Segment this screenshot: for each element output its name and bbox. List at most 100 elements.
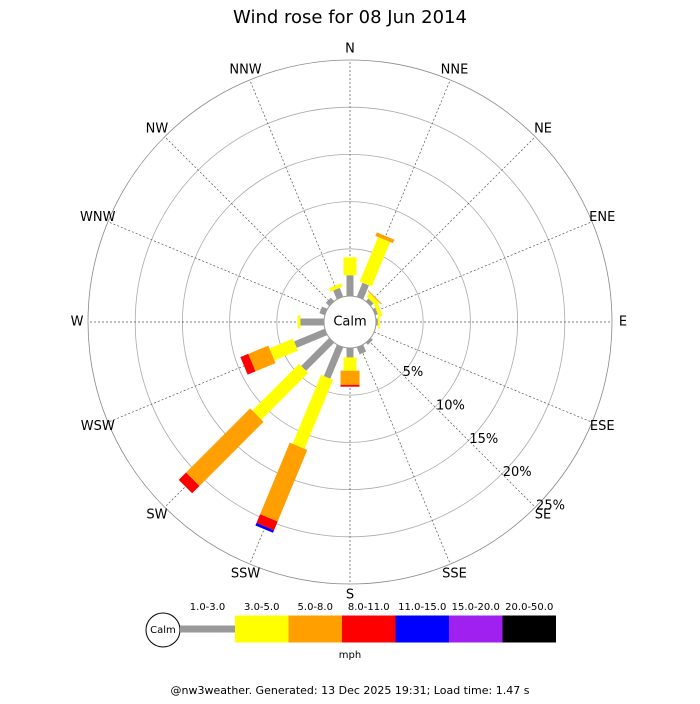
direction-label: ESE — [590, 419, 615, 434]
bar-segment — [346, 275, 354, 296]
direction-spoke — [368, 136, 536, 304]
direction-bars — [328, 283, 344, 300]
direction-label: SE — [535, 508, 551, 523]
legend-swatch — [288, 615, 342, 643]
direction-label: ENE — [589, 210, 615, 225]
direction-bars — [297, 315, 324, 329]
direction-bars — [365, 290, 382, 307]
legend-label: 20.0-50.0 — [505, 602, 553, 613]
bar-segment — [340, 370, 360, 385]
bar-segment — [256, 514, 278, 531]
legend-label: 15.0-20.0 — [452, 602, 500, 613]
direction-spoke — [373, 221, 593, 313]
bar-segment — [323, 344, 344, 379]
bar-segment — [365, 298, 374, 307]
legend-label: 11.0-15.0 — [398, 602, 446, 613]
bar-segment — [365, 337, 373, 345]
legend-swatch — [180, 625, 235, 633]
legend-swatch — [449, 615, 503, 643]
bar-segment — [374, 303, 383, 317]
direction-label: SSW — [231, 567, 261, 582]
grid-ring — [87, 59, 613, 585]
bar-segment — [356, 344, 367, 355]
caption: @nw3weather. Generated: 13 Dec 2025 19:3… — [171, 684, 530, 697]
direction-spoke — [368, 340, 536, 508]
direction-spoke — [359, 345, 451, 565]
bar-segment — [328, 283, 343, 292]
calm-label: Calm — [333, 315, 366, 330]
bar-segment — [301, 337, 335, 371]
grid-ring — [276, 248, 424, 396]
chart-title: Wind rose for 08 Jun 2014 — [233, 7, 467, 28]
bar-segment — [186, 408, 264, 486]
direction-bars — [340, 348, 360, 387]
bar-segment — [366, 293, 379, 306]
direction-label: NE — [534, 121, 552, 136]
direction-spoke — [373, 331, 593, 423]
y-tick-label: 20% — [503, 465, 532, 480]
bar-segment — [248, 345, 276, 372]
bar-segment — [269, 338, 298, 361]
bar-segment — [359, 237, 391, 287]
direction-bars — [365, 337, 373, 345]
direction-label: SSE — [442, 567, 467, 582]
bar-segment — [325, 297, 335, 307]
y-tick-label: 10% — [436, 398, 465, 413]
legend-calm-label: Calm — [150, 625, 176, 636]
direction-label: S — [346, 588, 354, 603]
y-tick-label: 25% — [536, 499, 565, 514]
direction-label: NW — [146, 121, 169, 136]
direction-label: N — [345, 42, 355, 57]
bar-segment — [356, 282, 369, 300]
direction-spoke — [359, 79, 451, 299]
legend-label: 3.0-5.0 — [244, 602, 279, 613]
bar-segment — [346, 348, 354, 358]
bar-segment — [255, 522, 275, 533]
bar-segment — [252, 363, 309, 420]
direction-label: WSW — [81, 419, 115, 434]
bar-segment — [240, 353, 256, 375]
bar-segment — [343, 357, 357, 371]
bar-segment — [372, 307, 378, 316]
legend-label: 1.0-3.0 — [190, 602, 225, 613]
legend-unit: mph — [339, 650, 361, 661]
bar-segment — [294, 328, 328, 348]
direction-label: SW — [146, 508, 167, 523]
direction-bars — [372, 303, 383, 317]
direction-bars — [376, 315, 380, 329]
direction-bars — [343, 257, 357, 296]
bar-segment — [377, 315, 380, 329]
direction-spoke — [249, 79, 341, 299]
bar-segment — [343, 257, 357, 276]
direction-spoke — [164, 136, 332, 304]
bar-segment — [260, 442, 308, 522]
direction-spoke — [107, 331, 327, 423]
direction-label: WNW — [80, 210, 116, 225]
bar-segment — [340, 384, 360, 387]
legend-label: 8.0-11.0 — [348, 602, 390, 613]
bar-segment — [375, 232, 395, 244]
bar-segment — [367, 290, 382, 305]
legend-swatch — [395, 615, 449, 643]
bar-segment — [292, 374, 334, 449]
y-tick-label: 5% — [403, 365, 424, 380]
legend-swatch — [342, 615, 396, 643]
bar-segment — [178, 472, 200, 494]
grid-ring — [229, 201, 471, 443]
legend-label: 5.0-8.0 — [298, 602, 333, 613]
bar-segment — [333, 287, 344, 300]
direction-bars — [356, 232, 395, 300]
direction-bars — [356, 344, 367, 355]
direction-spoke — [107, 221, 327, 313]
direction-bars — [325, 297, 335, 307]
bar-segment — [297, 315, 301, 329]
legend-swatch — [235, 615, 289, 643]
bar-segment — [300, 318, 324, 326]
y-tick-label: 15% — [469, 432, 498, 447]
direction-bars — [255, 344, 344, 533]
direction-label: NNW — [229, 62, 261, 77]
bar-segment — [376, 318, 378, 326]
direction-bars — [240, 328, 328, 375]
direction-label: E — [619, 315, 627, 330]
